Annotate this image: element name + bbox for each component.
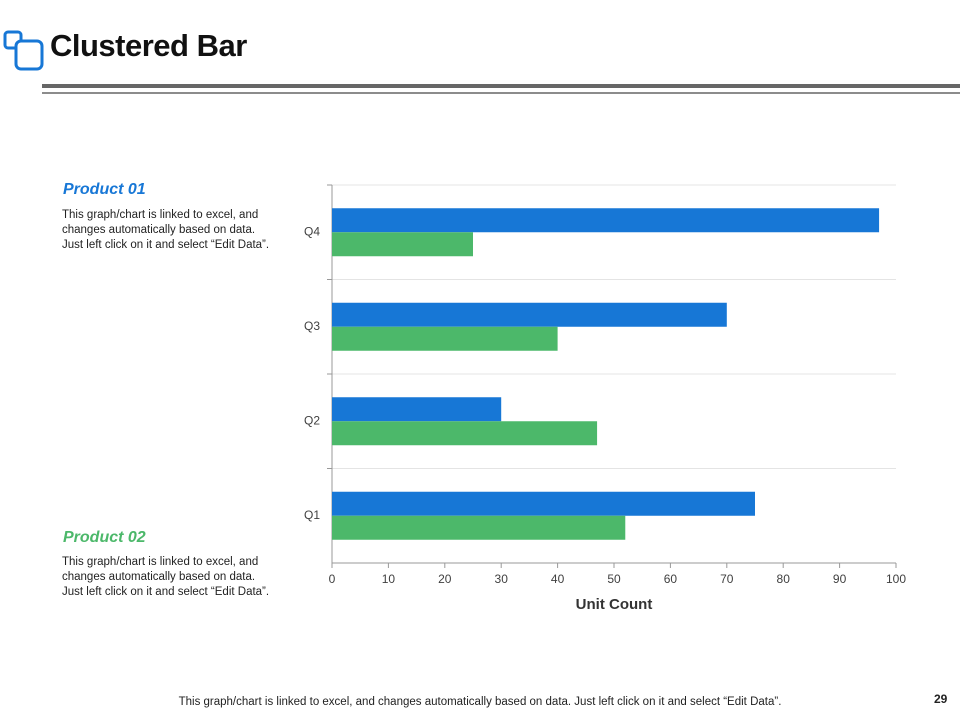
x-tick-label: 20: [438, 572, 452, 586]
y-tick-label: Q4: [304, 224, 320, 238]
x-tick-label: 50: [607, 572, 621, 586]
bar: [332, 491, 755, 516]
bar: [332, 208, 880, 233]
bar: [332, 302, 727, 327]
x-tick-label: 0: [329, 572, 336, 586]
legend-label: Product 02: [63, 529, 146, 546]
note: This graph/chart is linked to excel, and…: [62, 556, 270, 598]
x-tick-label: 40: [551, 572, 565, 586]
y-tick-label: Q1: [304, 508, 320, 522]
y-tick-label: Q2: [304, 413, 320, 427]
x-tick-label: 80: [777, 572, 791, 586]
bar: [332, 515, 626, 540]
x-axis-label: Unit Count: [576, 596, 653, 613]
note: This graph/chart is linked to excel, and…: [62, 209, 270, 251]
x-tick-label: 10: [382, 572, 396, 586]
slide-title: Clustered Bar: [50, 28, 247, 63]
x-tick-label: 60: [664, 572, 678, 586]
bar: [332, 232, 473, 257]
footer: This graph/chart is linked to excel, and…: [178, 696, 782, 708]
bar: [332, 421, 598, 446]
page-number: 29: [934, 692, 948, 706]
x-tick-label: 100: [886, 572, 906, 586]
y-tick-label: Q3: [304, 319, 320, 333]
legend-label: Product 01: [63, 181, 146, 198]
bar: [332, 397, 502, 422]
x-tick-label: 30: [495, 572, 509, 586]
x-tick-label: 70: [720, 572, 734, 586]
icon: [14, 39, 44, 71]
bar: [332, 326, 558, 351]
x-tick-label: 90: [833, 572, 847, 586]
